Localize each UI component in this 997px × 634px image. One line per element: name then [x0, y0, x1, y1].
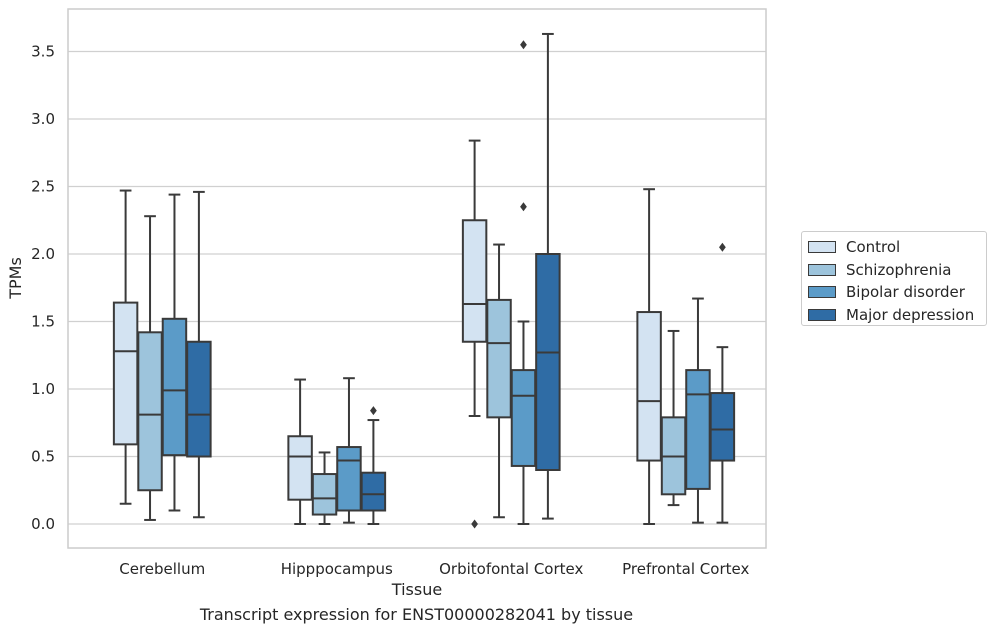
- y-tick-label: 1.0: [31, 380, 55, 398]
- x-tick-label: Cerebellum: [119, 560, 205, 578]
- box-bipolar-disorder-orbitofontal-cortex: [510, 40, 537, 525]
- y-tick-label: 0.5: [31, 448, 55, 466]
- box-iqr: [709, 392, 736, 462]
- y-tick-label: 3.5: [31, 43, 55, 61]
- box-bipolar-disorder-prefrontal-cortex: [685, 297, 711, 524]
- legend-label-bipolar-disorder: Bipolar disorder: [846, 283, 965, 302]
- legend-swatch-schizophrenia: [808, 263, 836, 276]
- box-control-orbitofontal-cortex: [461, 139, 488, 529]
- box-schizophrenia-hipppocampus: [311, 451, 338, 525]
- box-control-prefrontal-cortex: [636, 188, 662, 525]
- legend-item-control: Control: [808, 236, 986, 259]
- x-tick-label: Prefrontal Cortex: [622, 560, 749, 578]
- box-bipolar-disorder-hipppocampus: [336, 377, 362, 524]
- box-iqr: [287, 435, 313, 501]
- x-tick-label: Orbitofontal Cortex: [439, 560, 583, 578]
- outlier-point: [520, 40, 527, 50]
- legend-swatch-major-depression: [808, 308, 836, 321]
- legend-swatch-control: [808, 241, 836, 254]
- x-tick-label: Hipppocampus: [281, 560, 393, 578]
- box-major-depression-prefrontal-cortex: [709, 242, 736, 524]
- y-tick-label: 3.0: [31, 110, 55, 128]
- box-iqr: [161, 317, 188, 457]
- y-tick-labels: 0.0 0.5 1.0 1.5 2.0 2.5 3.0 3.5: [31, 43, 55, 534]
- y-tick-label: 2.0: [31, 245, 55, 263]
- box-iqr: [535, 253, 561, 471]
- legend-item-bipolar-disorder: Bipolar disorder: [808, 281, 986, 304]
- box-iqr: [360, 471, 387, 512]
- box-iqr: [112, 301, 139, 446]
- box-iqr: [510, 369, 537, 467]
- box-iqr: [137, 331, 163, 492]
- legend-item-major-depression: Major depression: [808, 304, 986, 327]
- box-iqr: [636, 311, 662, 462]
- outlier-point: [370, 406, 377, 416]
- plot-frame: [67, 8, 767, 549]
- chart-caption: Transcript expression for ENST0000028204…: [199, 605, 634, 624]
- y-axis-label: TPMs: [6, 257, 25, 300]
- box-control-cerebellum: [112, 189, 139, 505]
- legend-item-schizophrenia: Schizophrenia: [808, 259, 986, 282]
- box-major-depression-orbitofontal-cortex: [535, 32, 561, 520]
- outlier-point: [719, 242, 726, 252]
- box-schizophrenia-prefrontal-cortex: [660, 329, 687, 507]
- legend: Control Schizophrenia Bipolar disorder M…: [801, 231, 987, 326]
- box-major-depression-hipppocampus: [360, 406, 387, 525]
- box-iqr: [311, 473, 338, 516]
- box-iqr: [685, 369, 711, 490]
- legend-swatch-bipolar-disorder: [808, 286, 836, 299]
- box-iqr: [186, 340, 212, 458]
- box-bipolar-disorder-cerebellum: [161, 193, 188, 512]
- box-iqr: [336, 446, 362, 512]
- box-major-depression-cerebellum: [186, 190, 212, 519]
- boxes: [112, 32, 736, 529]
- box-control-hipppocampus: [287, 378, 313, 525]
- y-tick-label: 1.5: [31, 313, 55, 331]
- box-schizophrenia-orbitofontal-cortex: [486, 243, 512, 519]
- box-iqr: [461, 219, 488, 343]
- legend-label-major-depression: Major depression: [846, 305, 975, 324]
- y-tick-label: 0.0: [31, 515, 55, 533]
- x-tick-labels: Cerebellum Hipppocampus Orbitofontal Corte…: [119, 560, 749, 578]
- box-schizophrenia-cerebellum: [137, 215, 163, 521]
- legend-label-schizophrenia: Schizophrenia: [846, 260, 952, 279]
- outlier-point: [520, 202, 527, 212]
- box-iqr: [486, 298, 512, 419]
- outlier-point: [471, 519, 478, 529]
- x-axis-label: Tissue: [391, 580, 442, 599]
- y-tick-label: 2.5: [31, 178, 55, 196]
- legend-label-control: Control: [846, 238, 901, 257]
